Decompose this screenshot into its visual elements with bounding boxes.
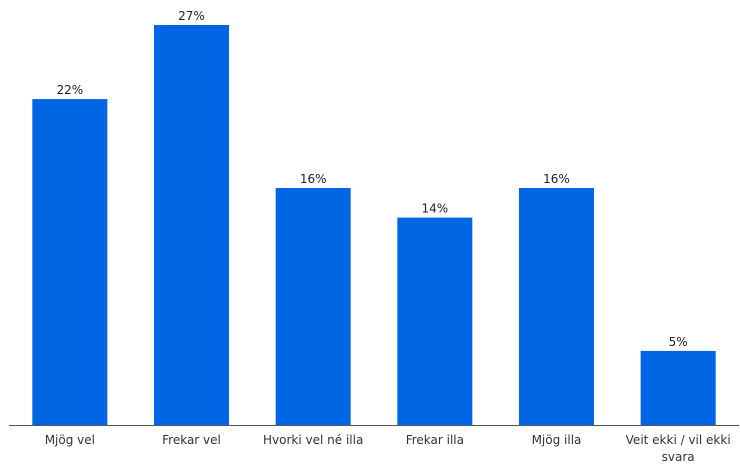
bar-value-label: 27% [178, 9, 205, 23]
bar [154, 25, 229, 425]
bar [32, 99, 108, 425]
bar [275, 187, 351, 425]
category-label: Hvorki vel né illa [263, 433, 363, 447]
category-label-line: Hvorki vel né illa [263, 433, 363, 447]
category-label: Mjög vel [45, 433, 95, 447]
bar-value-label: 16% [543, 172, 570, 186]
category-label-line: Frekar illa [406, 433, 464, 447]
bar [397, 217, 473, 425]
bar-value-label: 22% [56, 83, 83, 97]
category-label: Mjög illa [532, 433, 582, 447]
bars-layer [32, 25, 716, 425]
category-label-line: svara [662, 450, 695, 464]
category-label: Frekar illa [406, 433, 464, 447]
bar-value-label: 5% [669, 335, 688, 349]
category-label-line: Mjög illa [532, 433, 582, 447]
category-label-line: Veit ekki / vil ekki [626, 433, 731, 447]
category-labels-layer: Mjög vel Frekar vel Hvorki vel né illa Frek… [45, 433, 731, 464]
category-label-line: Frekar vel [162, 433, 221, 447]
bar-value-label: 14% [421, 202, 448, 216]
bar [640, 350, 716, 425]
bar-value-label: 16% [300, 172, 327, 186]
value-labels-layer: 22% 27% 16% 14% 16% 5% [56, 9, 687, 349]
category-label: Veit ekki / vil ekki svara [626, 433, 731, 464]
category-label: Frekar vel [162, 433, 221, 447]
bar [519, 187, 594, 425]
category-label-line: Mjög vel [45, 433, 95, 447]
